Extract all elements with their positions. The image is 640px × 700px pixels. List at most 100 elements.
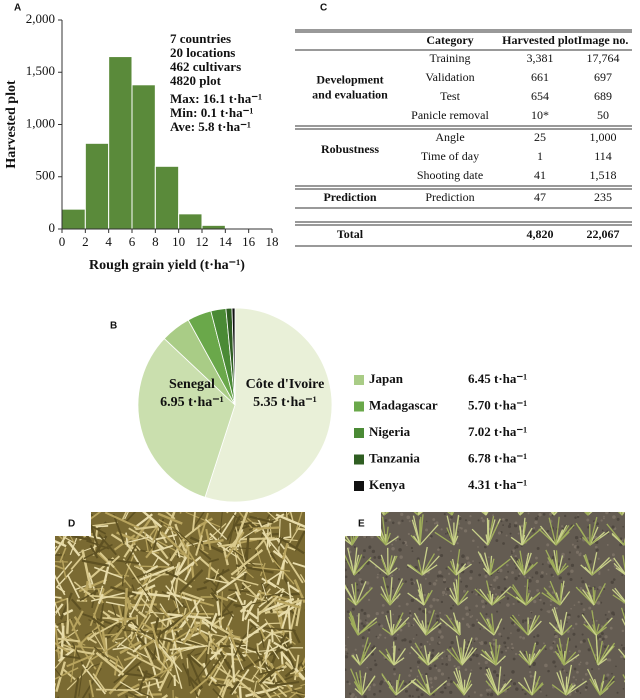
soil <box>437 636 440 639</box>
leaf <box>410 646 429 666</box>
leaf <box>549 580 561 606</box>
soil <box>514 521 518 525</box>
soil <box>438 546 442 549</box>
soil <box>420 645 423 649</box>
soil <box>406 566 409 569</box>
leaf <box>556 644 565 666</box>
strand <box>172 689 174 698</box>
group-label: Prediction <box>323 190 376 204</box>
leaf <box>421 555 440 576</box>
soil <box>363 549 366 553</box>
strand <box>183 542 189 560</box>
leaf <box>352 654 361 666</box>
leaf <box>420 623 427 636</box>
soil <box>458 577 462 580</box>
strand <box>246 609 259 620</box>
leaf <box>595 623 600 636</box>
table-cell: 1 <box>537 149 543 163</box>
soil <box>441 657 444 660</box>
soil <box>440 635 444 639</box>
legend-swatch <box>354 454 364 465</box>
table-cell: Angle <box>435 130 464 144</box>
strand <box>254 648 275 684</box>
table-cell: 3,381 <box>527 51 554 65</box>
soil <box>353 545 356 549</box>
soil <box>597 557 600 560</box>
leaf <box>634 685 640 695</box>
leaf <box>489 563 504 576</box>
strand <box>124 634 144 661</box>
strand <box>250 652 271 682</box>
leaf <box>559 583 563 606</box>
legend-value: 4.31 t·ha⁻¹ <box>468 477 527 492</box>
soil <box>552 660 556 664</box>
leaf <box>423 592 430 606</box>
strand <box>272 598 302 609</box>
soil <box>545 694 548 697</box>
leaf <box>623 542 625 546</box>
strand <box>55 601 61 617</box>
soil <box>428 666 432 670</box>
leaf <box>389 582 404 606</box>
soil <box>366 621 369 625</box>
soil <box>432 518 436 521</box>
soil <box>431 685 434 689</box>
bar <box>61 208 86 230</box>
leaf <box>391 616 410 636</box>
leaf <box>381 558 389 576</box>
leaf <box>629 609 630 635</box>
strand <box>124 694 129 698</box>
x-tick-label: 18 <box>266 234 279 249</box>
table-cell: 1,000 <box>590 130 617 144</box>
strand <box>285 512 291 517</box>
leaf <box>413 512 419 516</box>
table-total: Total <box>337 227 364 241</box>
strand <box>116 632 134 648</box>
leaf <box>555 524 568 546</box>
strand <box>131 567 162 580</box>
soil <box>570 563 575 568</box>
strand <box>190 655 204 667</box>
bar <box>84 142 110 230</box>
leaf <box>485 512 489 516</box>
table-cell: Test <box>440 89 460 103</box>
strand <box>174 561 181 595</box>
strand <box>191 512 196 532</box>
leaf <box>539 525 557 546</box>
soil <box>521 688 524 691</box>
leaf <box>628 594 637 605</box>
soil <box>602 517 605 520</box>
strand <box>116 617 134 634</box>
soil <box>368 631 370 634</box>
soil <box>407 622 411 625</box>
soil <box>598 668 600 670</box>
soil <box>546 529 550 533</box>
strand <box>85 663 101 670</box>
soil <box>440 600 444 604</box>
legend-label: Japan <box>369 371 404 386</box>
leaf <box>409 564 423 576</box>
strand <box>296 693 303 698</box>
legend-value: 6.45 t·ha⁻¹ <box>468 371 527 386</box>
leaf <box>518 558 525 576</box>
soil <box>503 587 507 591</box>
soil <box>362 556 365 559</box>
soil <box>538 513 542 517</box>
legend-swatch <box>354 428 364 438</box>
soil <box>514 652 518 656</box>
soil <box>608 512 611 514</box>
soil <box>345 568 347 572</box>
soil <box>443 513 446 516</box>
strand <box>179 569 204 594</box>
soil <box>360 608 364 612</box>
strand <box>273 599 283 630</box>
leaf <box>582 589 595 606</box>
leaf <box>587 512 593 516</box>
leaf <box>355 672 363 696</box>
soil <box>530 611 533 614</box>
strand <box>160 642 171 674</box>
strand <box>297 527 305 531</box>
legend-swatch <box>354 375 364 385</box>
strand <box>179 590 205 602</box>
panel-label: B <box>110 321 117 332</box>
